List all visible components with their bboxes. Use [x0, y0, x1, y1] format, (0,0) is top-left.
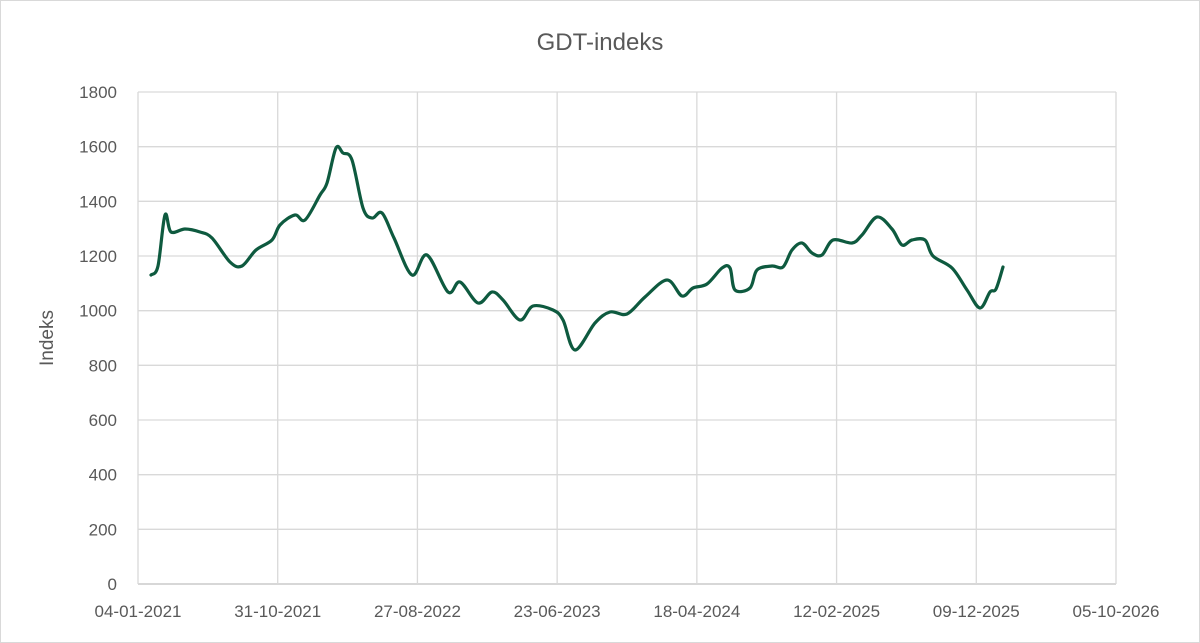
- x-tick-label: 18-04-2024: [653, 602, 740, 621]
- x-tick-label: 04-01-2021: [95, 602, 182, 621]
- x-axis-ticks: 04-01-2021 31-10-2021 27-08-2022 23-06-2023…: [95, 602, 1160, 621]
- y-tick-label: 800: [89, 356, 117, 375]
- x-tick-label: 09-12-2025: [933, 602, 1020, 621]
- y-tick-label: 1800: [79, 83, 117, 102]
- y-tick-label: 0: [108, 575, 117, 594]
- y-tick-label: 600: [89, 411, 117, 430]
- x-tick-label: 27-08-2022: [374, 602, 461, 621]
- y-tick-label: 200: [89, 520, 117, 539]
- gdt-index-line: [149, 144, 1005, 352]
- y-tick-label: 1600: [79, 138, 117, 157]
- chart-title: GDT-indeks: [537, 29, 664, 56]
- x-tick-label: 23-06-2023: [514, 602, 601, 621]
- y-tick-label: 1000: [79, 302, 117, 321]
- y-axis-label: Indeks: [37, 310, 58, 366]
- y-tick-label: 1200: [79, 247, 117, 266]
- y-tick-label: 400: [89, 466, 117, 485]
- y-tick-label: 1400: [79, 192, 117, 211]
- gridlines: [137, 91, 1117, 585]
- x-tick-label: 31-10-2021: [234, 602, 321, 621]
- x-tick-label: 12-02-2025: [793, 602, 880, 621]
- x-tick-label: 05-10-2026: [1073, 602, 1160, 621]
- y-axis-ticks: 0 200 400 600 800 1000 1200 1400 1600 1800: [79, 83, 117, 594]
